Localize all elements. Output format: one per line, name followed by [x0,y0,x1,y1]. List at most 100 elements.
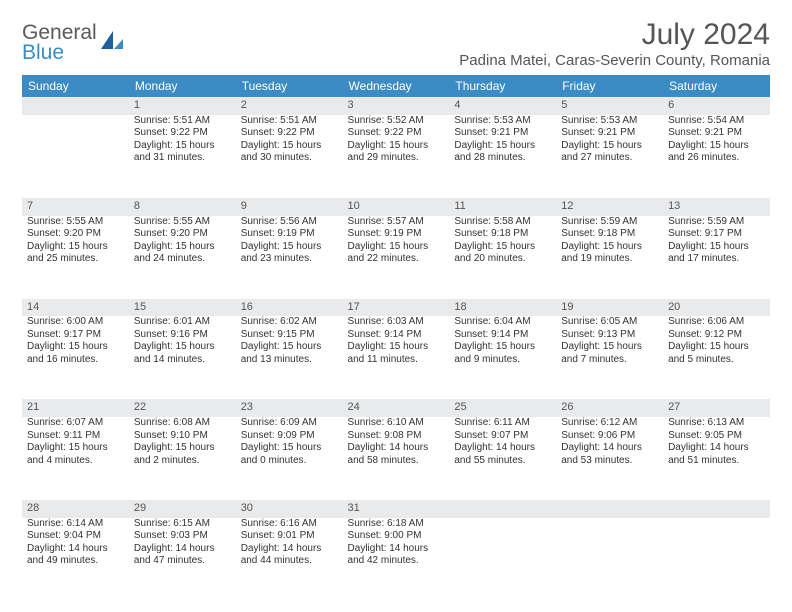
sunset-line: Sunset: 9:07 PM [454,430,551,443]
sunrise-line: Sunrise: 6:12 AM [561,417,658,430]
day-content-cell: Sunrise: 5:55 AMSunset: 9:20 PMDaylight:… [129,216,236,298]
daylight-line: Daylight: 15 hours and 23 minutes. [241,241,338,266]
day-content-cell [556,518,663,600]
day-content-cell: Sunrise: 5:54 AMSunset: 9:21 PMDaylight:… [663,115,770,197]
daylight-line: Daylight: 14 hours and 42 minutes. [348,543,445,568]
day-content-cell: Sunrise: 5:55 AMSunset: 9:20 PMDaylight:… [22,216,129,298]
day-content-row: Sunrise: 5:55 AMSunset: 9:20 PMDaylight:… [22,216,770,298]
day-number-cell: 11 [449,197,556,216]
day-number-cell: 28 [22,499,129,518]
daylight-line: Daylight: 14 hours and 53 minutes. [561,442,658,467]
day-number-cell: 23 [236,398,343,417]
day-content-cell: Sunrise: 6:14 AMSunset: 9:04 PMDaylight:… [22,518,129,600]
daylight-line: Daylight: 14 hours and 49 minutes. [27,543,124,568]
sunrise-line: Sunrise: 6:04 AM [454,316,551,329]
sunrise-line: Sunrise: 6:06 AM [668,316,765,329]
day-number-row: 123456 [22,97,770,115]
sunrise-line: Sunrise: 6:13 AM [668,417,765,430]
day-number-cell: 26 [556,398,663,417]
sunrise-line: Sunrise: 6:14 AM [27,518,124,531]
day-number-cell: 29 [129,499,236,518]
logo-text-bottom: Blue [22,42,97,63]
sunset-line: Sunset: 9:11 PM [27,430,124,443]
sunset-line: Sunset: 9:13 PM [561,329,658,342]
day-number-cell [22,97,129,115]
day-number-cell: 25 [449,398,556,417]
sunset-line: Sunset: 9:14 PM [454,329,551,342]
day-content-cell: Sunrise: 6:07 AMSunset: 9:11 PMDaylight:… [22,417,129,499]
day-number-cell: 19 [556,298,663,317]
day-number-cell: 6 [663,97,770,115]
day-content-cell: Sunrise: 5:58 AMSunset: 9:18 PMDaylight:… [449,216,556,298]
sunrise-line: Sunrise: 6:01 AM [134,316,231,329]
daylight-line: Daylight: 15 hours and 14 minutes. [134,341,231,366]
sunrise-line: Sunrise: 5:57 AM [348,216,445,229]
sunset-line: Sunset: 9:10 PM [134,430,231,443]
calendar-head: SundayMondayTuesdayWednesdayThursdayFrid… [22,75,770,97]
weekday-header-row: SundayMondayTuesdayWednesdayThursdayFrid… [22,75,770,97]
day-number-cell: 22 [129,398,236,417]
sunset-line: Sunset: 9:03 PM [134,530,231,543]
day-number-cell [663,499,770,518]
daylight-line: Daylight: 15 hours and 9 minutes. [454,341,551,366]
daylight-line: Daylight: 15 hours and 4 minutes. [27,442,124,467]
day-number-row: 28293031 [22,499,770,518]
sunrise-line: Sunrise: 6:10 AM [348,417,445,430]
weekday-header: Friday [556,75,663,97]
day-content-cell: Sunrise: 6:05 AMSunset: 9:13 PMDaylight:… [556,316,663,398]
daylight-line: Daylight: 15 hours and 27 minutes. [561,140,658,165]
sunrise-line: Sunrise: 5:56 AM [241,216,338,229]
day-number-cell: 30 [236,499,343,518]
weekday-header: Wednesday [343,75,450,97]
day-content-cell: Sunrise: 5:52 AMSunset: 9:22 PMDaylight:… [343,115,450,197]
day-number-cell: 20 [663,298,770,317]
sunrise-line: Sunrise: 6:03 AM [348,316,445,329]
daylight-line: Daylight: 15 hours and 20 minutes. [454,241,551,266]
daylight-line: Daylight: 15 hours and 28 minutes. [454,140,551,165]
sunset-line: Sunset: 9:20 PM [134,228,231,241]
logo-text-block: General Blue [22,22,97,63]
day-number-row: 78910111213 [22,197,770,216]
sunset-line: Sunset: 9:05 PM [668,430,765,443]
logo-sail-icon [99,29,125,56]
day-content-cell: Sunrise: 5:51 AMSunset: 9:22 PMDaylight:… [129,115,236,197]
calendar-table: SundayMondayTuesdayWednesdayThursdayFrid… [22,75,770,601]
day-content-cell: Sunrise: 6:18 AMSunset: 9:00 PMDaylight:… [343,518,450,600]
month-title: July 2024 [459,18,770,52]
sunrise-line: Sunrise: 5:53 AM [561,115,658,128]
sunrise-line: Sunrise: 6:00 AM [27,316,124,329]
daylight-line: Daylight: 14 hours and 47 minutes. [134,543,231,568]
sunset-line: Sunset: 9:04 PM [27,530,124,543]
sunrise-line: Sunrise: 5:58 AM [454,216,551,229]
day-content-cell: Sunrise: 5:57 AMSunset: 9:19 PMDaylight:… [343,216,450,298]
day-content-cell: Sunrise: 6:10 AMSunset: 9:08 PMDaylight:… [343,417,450,499]
day-content-cell: Sunrise: 6:01 AMSunset: 9:16 PMDaylight:… [129,316,236,398]
sunrise-line: Sunrise: 5:52 AM [348,115,445,128]
sunset-line: Sunset: 9:17 PM [668,228,765,241]
daylight-line: Daylight: 15 hours and 24 minutes. [134,241,231,266]
calendar-page: General Blue July 2024 Padina Matei, Car… [0,0,792,611]
sunset-line: Sunset: 9:01 PM [241,530,338,543]
sunset-line: Sunset: 9:15 PM [241,329,338,342]
weekday-header: Sunday [22,75,129,97]
sunset-line: Sunset: 9:22 PM [134,127,231,140]
day-content-cell: Sunrise: 5:59 AMSunset: 9:18 PMDaylight:… [556,216,663,298]
daylight-line: Daylight: 15 hours and 0 minutes. [241,442,338,467]
day-number-cell: 8 [129,197,236,216]
day-number-cell: 4 [449,97,556,115]
day-number-cell: 31 [343,499,450,518]
day-content-row: Sunrise: 6:00 AMSunset: 9:17 PM Daylight:… [22,316,770,398]
day-content-cell: Sunrise: 6:15 AMSunset: 9:03 PMDaylight:… [129,518,236,600]
sunset-line: Sunset: 9:17 PM [27,329,124,342]
sunset-line: Sunset: 9:16 PM [134,329,231,342]
day-number-cell: 18 [449,298,556,317]
daylight-line: Daylight: 14 hours and 55 minutes. [454,442,551,467]
sunset-line: Sunset: 9:09 PM [241,430,338,443]
daylight-line: Daylight: 15 hours and 25 minutes. [27,241,124,266]
day-content-cell: Sunrise: 6:12 AMSunset: 9:06 PMDaylight:… [556,417,663,499]
daylight-line: Daylight: 15 hours and 30 minutes. [241,140,338,165]
day-number-cell: 21 [22,398,129,417]
daylight-line: Daylight: 15 hours and 13 minutes. [241,341,338,366]
day-content-cell: Sunrise: 6:11 AMSunset: 9:07 PMDaylight:… [449,417,556,499]
sunrise-line: Sunrise: 5:51 AM [241,115,338,128]
